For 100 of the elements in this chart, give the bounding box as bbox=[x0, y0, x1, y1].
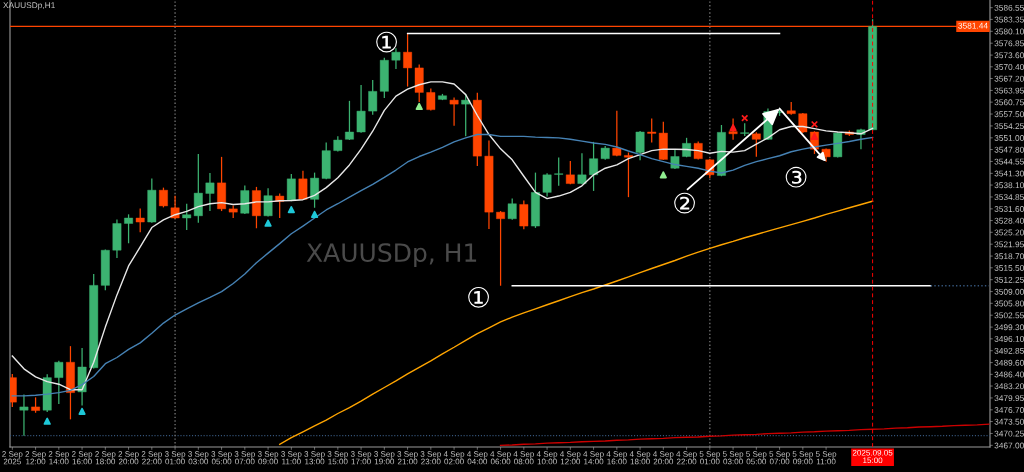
y-tick-label: 3473.50 bbox=[994, 418, 1024, 425]
ref-line-label: 3581.44 bbox=[958, 22, 988, 29]
x-tick-label: 4 Sep 20:00 bbox=[652, 451, 674, 465]
x-tick-label: 5 Sep 11:00 bbox=[815, 451, 837, 465]
x-tick-label: 2 Sep 12:00 bbox=[25, 451, 46, 465]
x-tick-label: 4 Sep 08:00 bbox=[513, 451, 535, 465]
candlestick bbox=[356, 84, 366, 134]
x-tick-label: 4 Sep 22:00 bbox=[676, 451, 697, 465]
y-tick-label: 3547.80 bbox=[994, 146, 1024, 153]
x-tick-label: 3 Sep 05:00 bbox=[211, 451, 232, 465]
y-tick-label: 3476.70 bbox=[994, 407, 1024, 413]
y-tick-label: 3570.40 bbox=[994, 64, 1024, 70]
x-tick-label: 2 Sep 20:00 bbox=[118, 451, 139, 465]
x-tick-label: 2 Sep 18:00 bbox=[95, 451, 116, 465]
y-tick-label: 3505.80 bbox=[994, 300, 1024, 307]
candlestick bbox=[554, 156, 564, 187]
candlestick bbox=[577, 152, 587, 185]
point bbox=[659, 171, 667, 179]
y-tick-label: 3538.10 bbox=[994, 182, 1024, 189]
x-tick-label: 3 Sep 21:00 bbox=[397, 451, 418, 465]
x-tick-label: 4 Sep 16:00 bbox=[606, 451, 628, 465]
candlestick bbox=[19, 393, 29, 437]
candlestick bbox=[728, 117, 738, 141]
candlestick bbox=[507, 197, 517, 221]
y-tick-label: 3518.70 bbox=[994, 253, 1024, 260]
y-tick-label: 3551.00 bbox=[994, 135, 1024, 141]
chart-title: XAUUSDp,H1 bbox=[3, 2, 55, 10]
x-tick-label: 5 Sep 01:00 bbox=[699, 451, 721, 465]
candlestick bbox=[624, 151, 633, 198]
candlestick bbox=[345, 100, 354, 141]
y-tick-label: 3544.55 bbox=[994, 158, 1024, 165]
candlestick bbox=[589, 141, 598, 192]
x-tick-label: 2 Sep 2025 bbox=[2, 451, 23, 465]
point bbox=[78, 407, 86, 415]
x-tick-label: 3 Sep 13:00 bbox=[304, 451, 325, 465]
point bbox=[310, 210, 319, 218]
x-tick-label: 2 Sep 16:00 bbox=[71, 451, 93, 465]
y-tick-label: 3486.40 bbox=[994, 371, 1024, 378]
x-tick-label: 3 Sep 03:00 bbox=[188, 451, 209, 465]
y-tick-label: 3563.95 bbox=[994, 87, 1024, 94]
x-tick-label: 4 Sep 18:00 bbox=[629, 451, 651, 465]
y-tick-label: 3531.60 bbox=[994, 206, 1024, 212]
candlestick bbox=[124, 213, 133, 244]
point bbox=[729, 123, 737, 132]
candlestick bbox=[240, 184, 250, 215]
candlestick bbox=[751, 131, 761, 158]
y-tick-label: 3557.50 bbox=[994, 111, 1024, 118]
candlestick bbox=[612, 110, 622, 157]
candlestick bbox=[542, 172, 552, 198]
y-tick-label: 3467.00 bbox=[994, 442, 1024, 449]
x-tick-label: 4 Sep 02:00 bbox=[443, 451, 465, 465]
x-tick-label: 3 Sep 17:00 bbox=[350, 451, 372, 465]
y-tick-label: 3576.85 bbox=[994, 40, 1024, 47]
y-tick-label: 3492.85 bbox=[994, 347, 1024, 354]
y-tick-label: 3470.25 bbox=[994, 430, 1024, 437]
y-tick-label: 3479.95 bbox=[994, 395, 1024, 402]
y-tick-label: 3496.10 bbox=[994, 336, 1024, 342]
y-tick-label: 3573.60 bbox=[994, 52, 1024, 59]
y-tick-label: 3554.25 bbox=[994, 123, 1024, 130]
y-tick-label: 3521.95 bbox=[994, 241, 1024, 248]
point bbox=[810, 120, 819, 128]
y-tick-label: 3499.30 bbox=[994, 324, 1024, 331]
candlestick bbox=[135, 207, 145, 233]
candlestick bbox=[205, 172, 215, 212]
annotation: ① bbox=[376, 31, 397, 53]
x-tick-label: 3 Sep 09:00 bbox=[257, 451, 279, 465]
candlestick bbox=[298, 170, 308, 201]
candlestick bbox=[496, 210, 505, 287]
y-tick-label: 3560.75 bbox=[994, 99, 1024, 106]
y-tick-label: 3534.85 bbox=[994, 194, 1024, 201]
candlestick bbox=[263, 187, 273, 218]
y-tick-label: 3515.50 bbox=[994, 265, 1024, 271]
y-tick-label: 3586.55 bbox=[994, 4, 1024, 11]
y-tick-label: 3525.20 bbox=[994, 229, 1024, 236]
x-tick-label: 3 Sep 11:00 bbox=[281, 451, 302, 465]
x-tick-label: 3 Sep 07:00 bbox=[234, 451, 256, 465]
y-tick-label: 3483.20 bbox=[994, 383, 1024, 390]
point bbox=[43, 417, 51, 425]
x-tick-label: 4 Sep 14:00 bbox=[583, 451, 604, 465]
y-tick-label: 3583.35 bbox=[994, 16, 1024, 23]
x-tick-label: 5 Sep 09:00 bbox=[792, 451, 814, 465]
candlestick bbox=[170, 195, 180, 220]
x-tick-label: 2 Sep 22:00 bbox=[141, 451, 163, 465]
annotation: ③ bbox=[785, 166, 807, 188]
x-tick-label: 3 Sep 15:00 bbox=[327, 451, 349, 465]
candlestick bbox=[54, 360, 64, 405]
point bbox=[415, 102, 423, 110]
annotation: XAUUSDp, H1 bbox=[306, 243, 477, 267]
candlestick bbox=[670, 148, 680, 170]
x-tick-label: 5 Sep 07:00 bbox=[769, 451, 790, 465]
candlestick bbox=[519, 199, 529, 230]
y-tick-label: 3502.55 bbox=[994, 312, 1024, 319]
y-tick-label: 3489.60 bbox=[994, 359, 1024, 366]
x-tick-label: 2 Sep 14:00 bbox=[48, 451, 70, 465]
line-series bbox=[11, 81, 874, 391]
y-tick-label: 3541.30 bbox=[994, 170, 1024, 177]
x-tick-label: 4 Sep 12:00 bbox=[559, 451, 581, 465]
y-tick-label: 3509.00 bbox=[994, 288, 1024, 295]
candlestick bbox=[403, 32, 412, 88]
x-tick-label: 4 Sep 06:00 bbox=[490, 451, 511, 465]
